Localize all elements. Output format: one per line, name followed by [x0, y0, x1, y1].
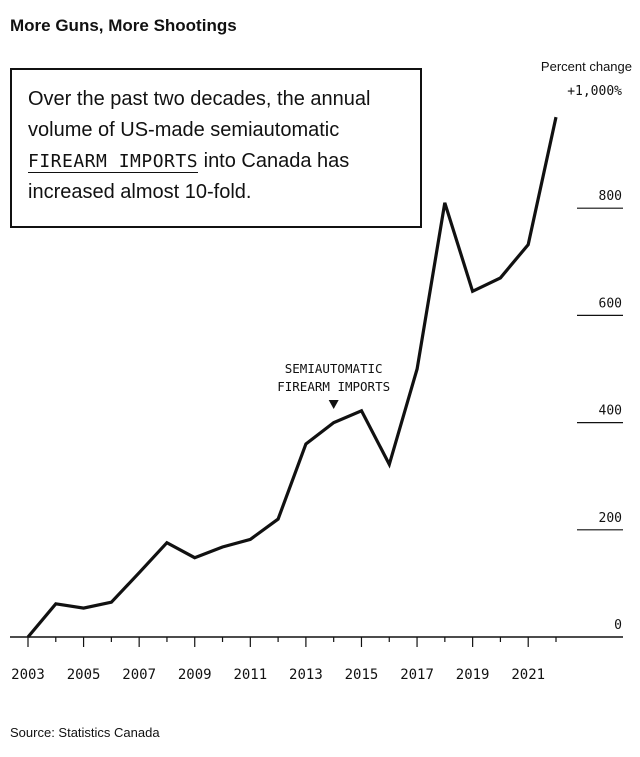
- y-tick-label: 800: [599, 189, 622, 204]
- callout-text-before: Over the past two decades, the annual vo…: [28, 88, 371, 141]
- x-tick-label: 2017: [400, 667, 434, 683]
- y-gridlines: [577, 207, 623, 531]
- y-tick-label: 600: [599, 296, 622, 311]
- series-annotation: SEMIAUTOMATIC FIREARM IMPORTS: [277, 361, 390, 409]
- callout-highlight: FIREARM IMPORTS: [28, 151, 199, 173]
- y-tick-label: 200: [599, 511, 622, 526]
- series-layer: [26, 116, 558, 639]
- callout-box: Over the past two decades, the annual vo…: [10, 68, 422, 228]
- x-tick-label: 2019: [456, 667, 490, 683]
- y-tick-labels: 0 200 400 600 800 +1,000%: [567, 84, 622, 633]
- x-tick-label: 2021: [511, 667, 545, 683]
- callout-text-after: into Canada has increased almost 10-fold…: [28, 150, 350, 203]
- y-tick-label: +1,000%: [567, 84, 622, 99]
- source-note: Source: Statistics Canada: [10, 725, 160, 740]
- x-tick-label: 2005: [67, 667, 101, 683]
- x-tick-label: 2009: [178, 667, 212, 683]
- x-tick-label: 2007: [122, 667, 156, 683]
- annotation-arrow: [328, 400, 339, 409]
- series-line: [26, 116, 558, 639]
- x-tick-label: 2015: [345, 667, 379, 683]
- annotation-line-1: SEMIAUTOMATIC: [285, 361, 383, 376]
- x-tick-label: 2003: [11, 667, 45, 683]
- x-tick-label: 2013: [289, 667, 323, 683]
- x-tick-label: 2011: [233, 667, 267, 683]
- chart-title: More Guns, More Shootings: [10, 16, 237, 35]
- annotation-line-2: FIREARM IMPORTS: [277, 379, 390, 394]
- y-axis-title: Percent change: [541, 59, 632, 74]
- y-tick-label: 0: [614, 618, 622, 633]
- x-axis: 2003 2005 2007 2009 2011 2013 2015 2017 2019 2021: [10, 636, 623, 683]
- y-tick-label: 400: [599, 404, 622, 419]
